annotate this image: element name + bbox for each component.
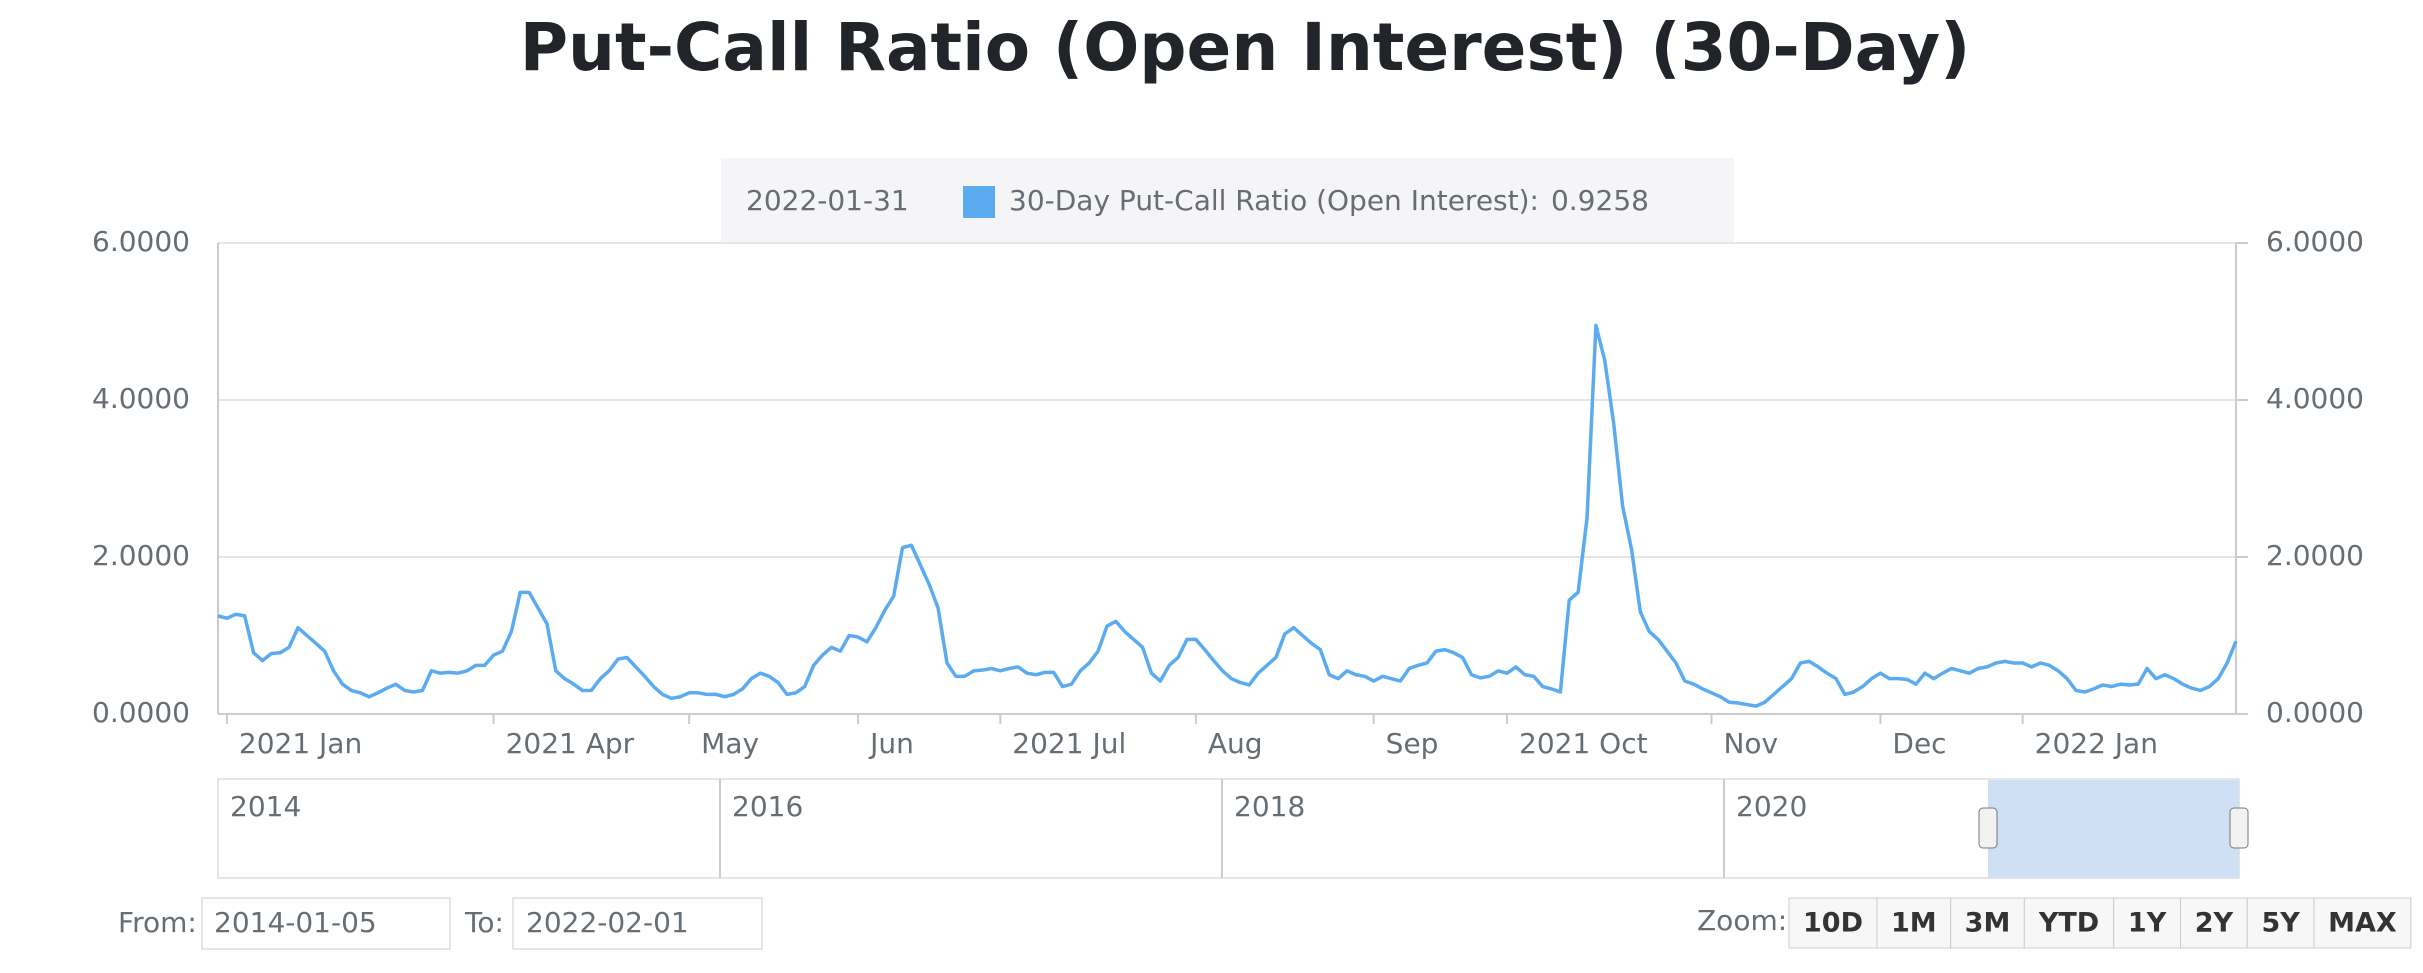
navigator-label: 2016 (732, 790, 803, 823)
y-tick-label: 6.0000 (92, 225, 190, 258)
x-tick-label: Aug (1208, 727, 1263, 760)
zoom-button[interactable]: 1Y (2113, 897, 2181, 949)
x-tick-label: Dec (1892, 727, 1946, 760)
zoom-button[interactable]: 5Y (2246, 897, 2315, 949)
x-tick-label: May (701, 727, 759, 760)
zoom-label: Zoom: (1697, 904, 1787, 937)
navigator-selection[interactable] (1988, 780, 2239, 878)
navigator-label: 2018 (1234, 790, 1305, 823)
x-tick-label: 2021 Jul (1012, 727, 1126, 760)
zoom-button-label: YTD (2038, 908, 2099, 939)
y-tick-label: 2.0000 (92, 539, 190, 572)
zoom-button-bg (2113, 897, 2181, 949)
to-value: 2022-02-01 (526, 906, 689, 939)
x-tick-label: Nov (1723, 727, 1778, 760)
zoom-button-bg (2313, 897, 2412, 949)
from-input[interactable] (201, 897, 451, 950)
y2-tick-label: 6.0000 (2266, 225, 2364, 258)
zoom-button-label: 1M (1891, 908, 1937, 939)
tooltip-label: 30-Day Put-Call Ratio (Open Interest): (1009, 184, 1539, 217)
zoom-button[interactable]: 10D (1788, 897, 1878, 949)
zoom-button-bg (1876, 897, 1952, 949)
navigator-label: 2014 (230, 790, 301, 823)
zoom-button-bg (2246, 897, 2315, 949)
zoom-button-label: 2Y (2195, 908, 2234, 939)
navigator-handle[interactable] (1978, 807, 1998, 849)
y2-tick-label: 2.0000 (2266, 539, 2364, 572)
tooltip-date: 2022-01-31 (746, 184, 909, 217)
zoom-button-label: 10D (1803, 908, 1863, 939)
zoom-button[interactable]: 3M (1950, 897, 2025, 949)
y2-tick-label: 4.0000 (2266, 382, 2364, 415)
navigator-label: 2020 (1736, 790, 1807, 823)
zoom-button[interactable]: YTD (2023, 897, 2115, 949)
zoom-button-bg (1950, 897, 2025, 949)
zoom-button-label: MAX (2328, 908, 2397, 939)
x-tick-label: 2021 Oct (1519, 727, 1648, 760)
zoom-button[interactable]: 2Y (2179, 897, 2248, 949)
x-tick-label: Jun (868, 727, 914, 760)
chart-title: Put-Call Ratio (Open Interest) (30-Day) (520, 9, 1971, 86)
tooltip-box (721, 158, 1734, 243)
x-tick-label: Sep (1386, 727, 1439, 760)
series-line (217, 323, 2238, 708)
zoom-button-bg (1788, 897, 1878, 949)
zoom-button-label: 1Y (2128, 908, 2167, 939)
to-label: To: (464, 906, 504, 939)
x-tick-label: 2021 Jan (239, 727, 362, 760)
to-input[interactable] (512, 897, 763, 950)
zoom-button-bg (2179, 897, 2248, 949)
tooltip-swatch (963, 186, 995, 218)
from-label: From: (118, 906, 197, 939)
zoom-button-bg (2023, 897, 2115, 949)
zoom-button[interactable]: 1M (1876, 897, 1952, 949)
from-value: 2014-01-05 (214, 906, 377, 939)
y-tick-label: 0.0000 (92, 696, 190, 729)
y-tick-label: 4.0000 (92, 382, 190, 415)
x-tick-label: 2021 Apr (506, 727, 635, 760)
x-tick-label: 2022 Jan (2035, 727, 2158, 760)
zoom-button-label: 3M (1965, 908, 2011, 939)
navigator-handle[interactable] (2229, 807, 2249, 849)
navigator (217, 778, 2240, 879)
zoom-button[interactable]: MAX (2313, 897, 2412, 949)
zoom-button-label: 5Y (2261, 908, 2300, 939)
tooltip-value: 0.9258 (1551, 184, 1649, 217)
y2-tick-label: 0.0000 (2266, 696, 2364, 729)
